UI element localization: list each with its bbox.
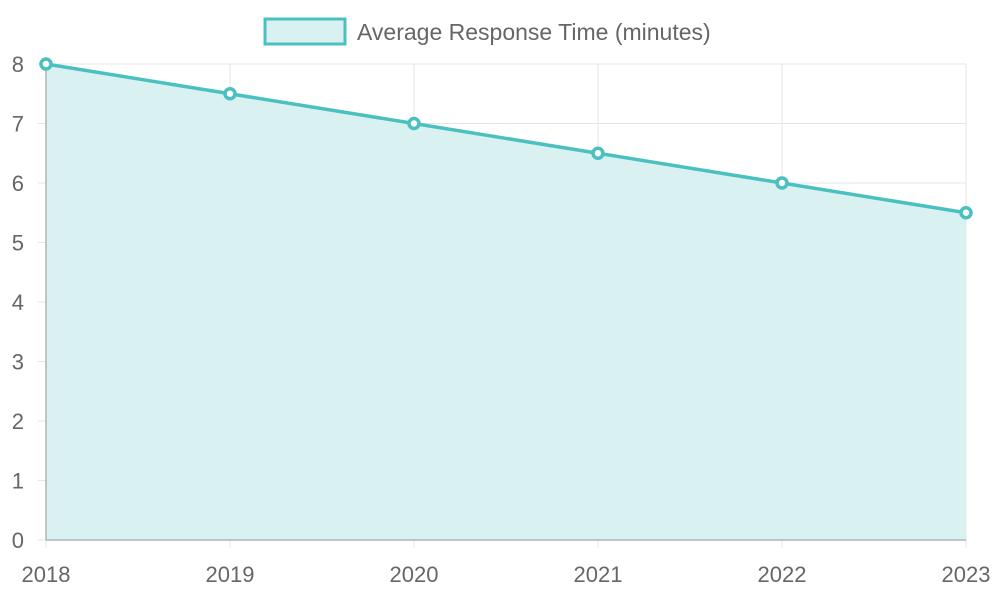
series-line-path [45, 62, 967, 215]
x-tick-label: 2023 [942, 562, 991, 587]
y-tick-label: 4 [12, 290, 24, 315]
series-line [45, 62, 967, 215]
legend-swatch [263, 17, 347, 46]
y-tick-label: 2 [12, 409, 24, 434]
data-point-2021[interactable] [591, 146, 605, 160]
series-area-fill [46, 64, 966, 540]
x-tick-label: 2020 [390, 562, 439, 587]
data-point-2018[interactable] [39, 57, 53, 71]
x-tick-label: 2022 [758, 562, 807, 587]
series-area [46, 64, 966, 540]
y-tick-label: 3 [12, 350, 24, 375]
data-point-2019[interactable] [223, 87, 237, 101]
x-tick-label: 2018 [22, 562, 71, 587]
data-points [39, 57, 973, 220]
tick-labels: 0 1 2 3 4 5 6 7 8 2018 2019 2020 2021 2022 2023 [12, 52, 991, 587]
y-tick-label: 5 [12, 231, 24, 256]
data-point-2023[interactable] [959, 206, 973, 220]
legend[interactable]: Average Response Time (minutes) [263, 17, 711, 46]
y-tick-label: 7 [12, 112, 24, 137]
y-tick-label: 8 [12, 52, 24, 77]
data-point-2022[interactable] [775, 176, 789, 190]
x-tick-label: 2021 [574, 562, 623, 587]
x-tick-label: 2019 [206, 562, 255, 587]
y-tick-label: 1 [12, 469, 24, 494]
legend-label: Average Response Time (minutes) [357, 19, 711, 45]
y-tick-label: 0 [12, 528, 24, 553]
y-tick-label: 6 [12, 171, 24, 196]
data-point-2020[interactable] [407, 116, 421, 131]
